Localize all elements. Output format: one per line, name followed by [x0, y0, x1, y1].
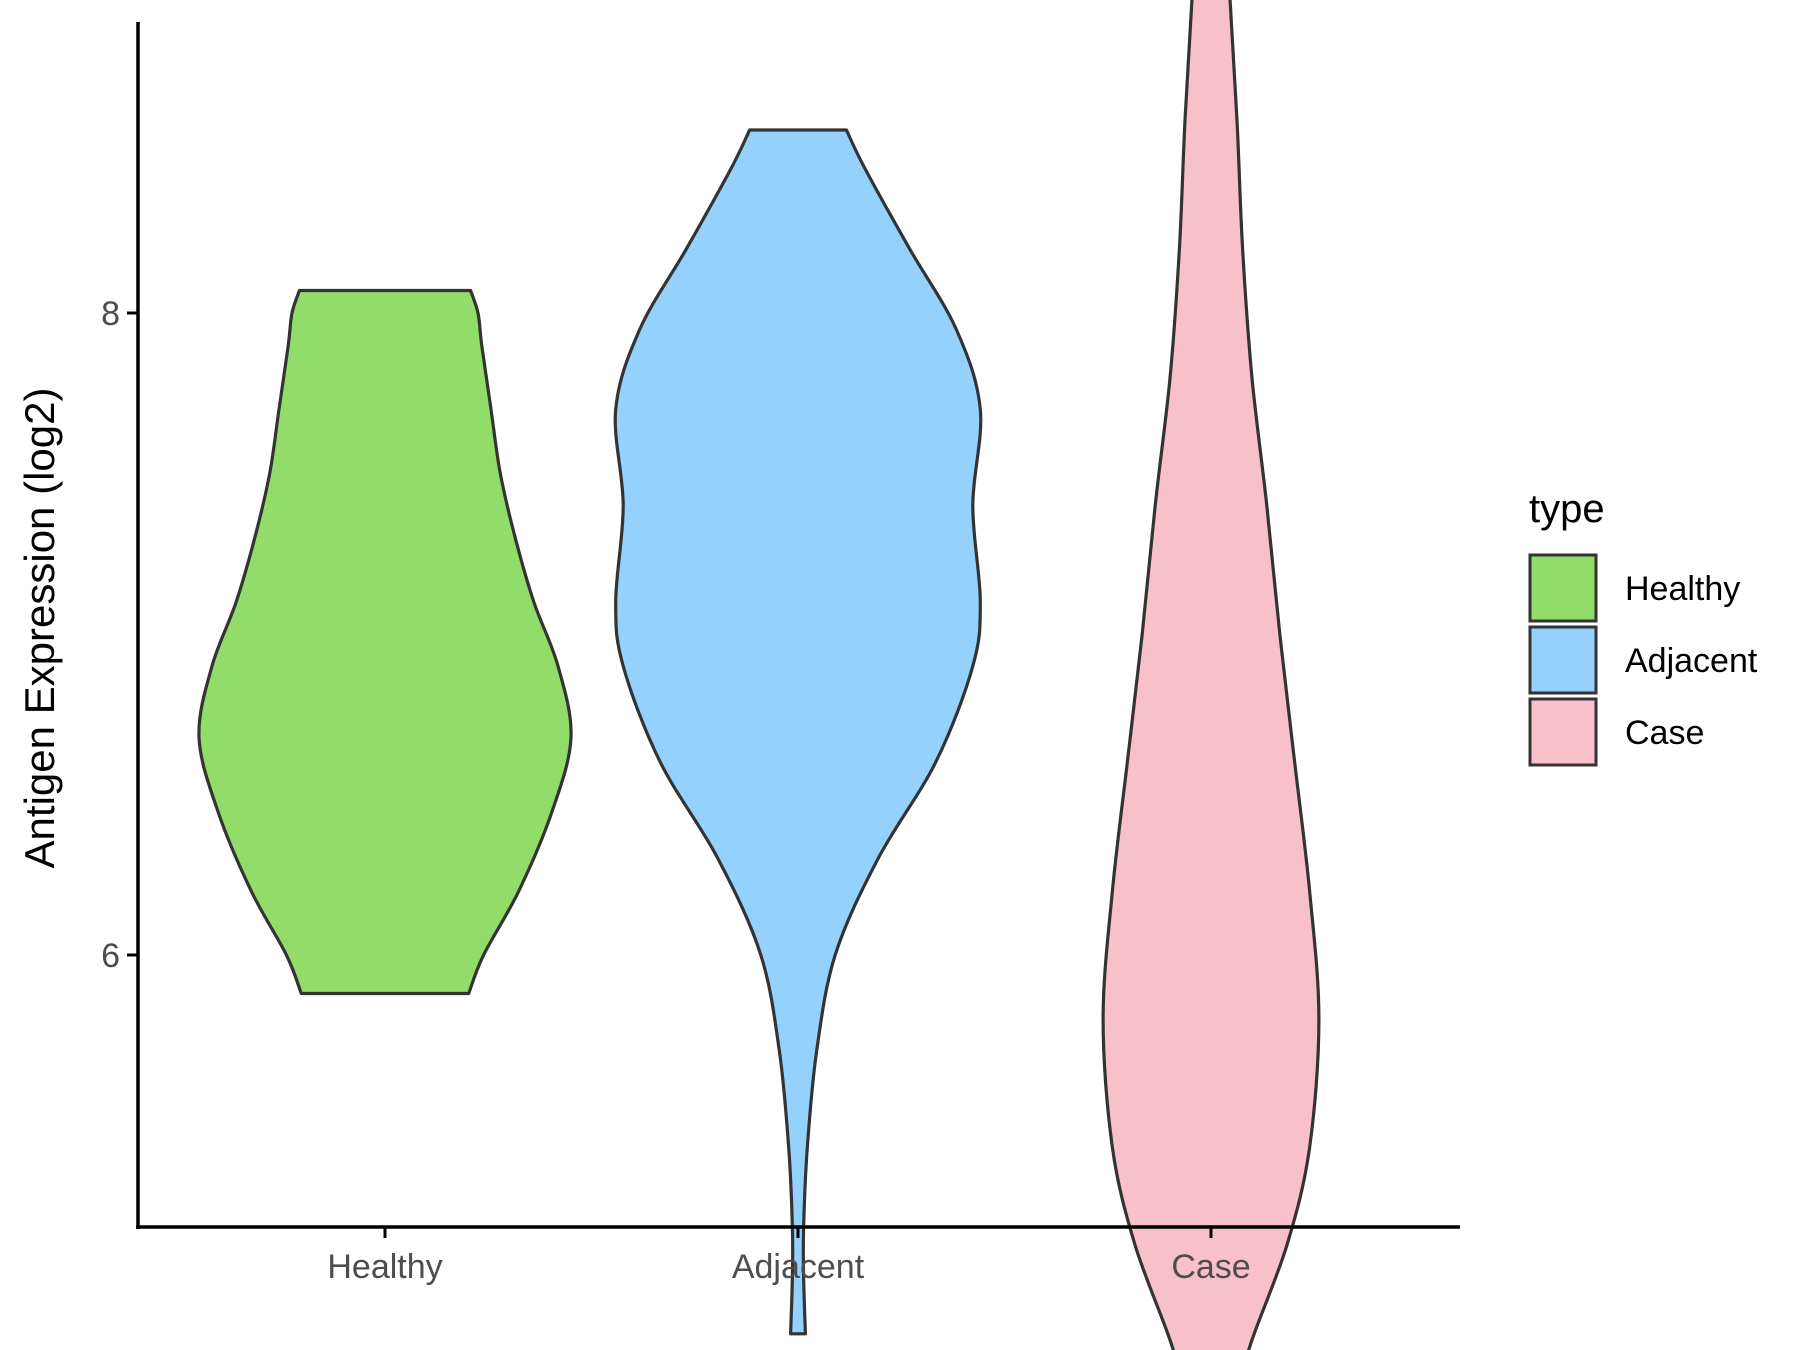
violin-layer: [197, 0, 1321, 1350]
legend-label-case: Case: [1625, 714, 1704, 752]
legend: type Healthy Adjacent Case: [1528, 487, 1758, 767]
x-tick-label-case: Case: [1171, 1248, 1250, 1286]
x-tick-layer: Healthy Adjacent Case: [327, 1227, 1251, 1286]
y-tick-label: 6: [101, 937, 120, 975]
legend-key-healthy: [1528, 553, 1598, 623]
y-axis-title: Antigen Expression (log2): [16, 388, 63, 869]
legend-label-healthy: Healthy: [1625, 570, 1740, 608]
y-tick-layer: 6810: [101, 295, 138, 975]
x-tick-label-adjacent: Adjacent: [732, 1248, 865, 1286]
violin-case: [1101, 0, 1321, 1350]
legend-label-adjacent: Adjacent: [1625, 642, 1758, 680]
x-tick-label-healthy: Healthy: [327, 1248, 442, 1286]
violin-healthy: [197, 288, 573, 996]
y-tick-label: 8: [101, 295, 120, 333]
legend-key-case: [1528, 697, 1598, 767]
legend-key-adjacent: [1528, 625, 1598, 695]
violin-adjacent: [613, 128, 983, 1336]
legend-title: type: [1529, 487, 1605, 531]
